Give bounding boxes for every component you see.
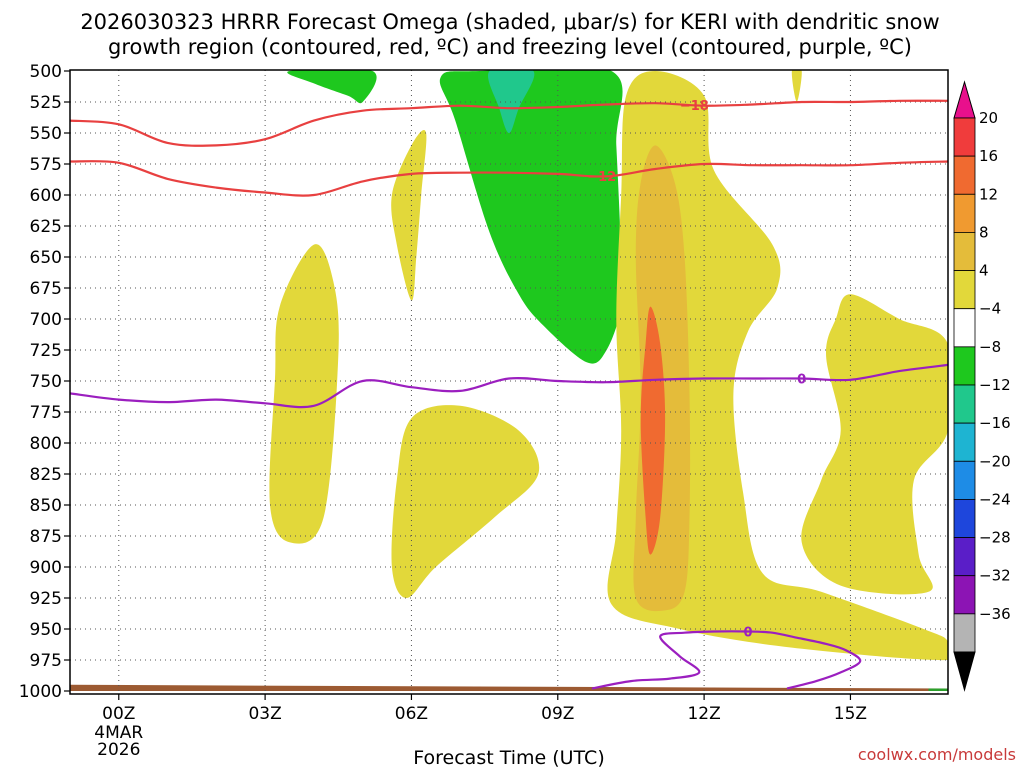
colorbar-label: 12 (979, 185, 998, 203)
y-tick-label-600: 600 (30, 186, 62, 206)
grid-lines (70, 70, 948, 694)
colorbar-label: −20 (979, 452, 1011, 470)
colorbar-label: 8 (979, 223, 989, 241)
y-tick-label-675: 675 (30, 279, 62, 299)
dgz-contour-1 (70, 99, 948, 147)
colorbar-band-10 (953, 460, 976, 500)
x-tick-label-09Z: 09Z (541, 704, 574, 724)
plot-frame (69, 69, 949, 695)
ascent-green-top-left (287, 70, 377, 104)
colorbar-label: −8 (979, 338, 1001, 356)
y-tick-label-925: 925 (30, 589, 62, 609)
y-axis: 500 525 550 575 600 625 650 675 700 725 750 775 800 8… (19, 62, 70, 702)
colorbar-band-13 (953, 575, 976, 615)
ascent-teal-core (488, 70, 535, 133)
dgz-contour-2 (70, 160, 948, 197)
y-tick-label-625: 625 (30, 217, 62, 237)
y-tick-label-1000: 1000 (19, 682, 62, 702)
y-tick-label-700: 700 (30, 310, 62, 330)
y-tick-label-875: 875 (30, 527, 62, 547)
colorbar-label: −28 (979, 529, 1011, 547)
colorbar-label: −24 (979, 490, 1011, 508)
chart-title-line-2: growth region (contoured, red, ºC) and f… (108, 35, 912, 59)
credit-text: coolwx.com/models (858, 745, 1016, 764)
y-tick-label-825: 825 (30, 465, 62, 485)
colorbar-band-1 (953, 117, 976, 157)
y-tick-label-650: 650 (30, 248, 62, 268)
terrain-surface (70, 684, 948, 691)
colorbar-band-5 (953, 270, 976, 310)
colorbar-band-7 (953, 346, 976, 386)
colorbar-label: 16 (979, 147, 998, 165)
x-tick-label-12Z: 12Z (687, 704, 720, 724)
colorbar-label: −16 (979, 414, 1011, 432)
y-tick-label-725: 725 (30, 341, 62, 361)
descent-yellow-main (607, 71, 948, 661)
colorbar-label: −4 (979, 300, 1001, 318)
colorbar-band-6 (953, 308, 976, 348)
descent-orange-core (640, 306, 666, 555)
x-tick-label-00Z: 00Z (102, 704, 135, 724)
x-tick-year: 2026 (97, 740, 140, 760)
colorbar: 20 16 12 8 4 −4 −8 −12 −16 −20 −24 −28 −32 −36 (953, 80, 1011, 692)
colorbar-label: −36 (979, 605, 1011, 623)
temperature-contours: −18 −12 0 0 (70, 99, 948, 690)
x-tick-label-15Z: 15Z (834, 704, 867, 724)
y-tick-label-750: 750 (30, 372, 62, 392)
colorbar-band-11 (953, 499, 976, 538)
colorbar-band-12 (953, 537, 976, 577)
x-tick-label-06Z: 06Z (395, 704, 428, 724)
ascent-green-main (439, 70, 623, 364)
y-tick-label-525: 525 (30, 93, 62, 113)
colorbar-band-9 (953, 422, 976, 462)
dgz-contour-1-label: −18 (680, 99, 709, 114)
colorbar-label: −32 (979, 567, 1011, 585)
y-tick-label-975: 975 (30, 651, 62, 671)
terrain-green-edge (928, 688, 948, 691)
chart-title-line-1: 2026030323 HRRR Forecast Omega (shaded, … (80, 10, 939, 34)
colorbar-label: −12 (979, 376, 1011, 394)
descent-yellow-thin-06z (391, 129, 427, 301)
colorbar-band-8 (953, 384, 976, 424)
y-tick-label-775: 775 (30, 403, 62, 423)
y-tick-label-800: 800 (30, 434, 62, 454)
colorbar-bottom-arrow (953, 651, 976, 692)
omega-shading (70, 70, 948, 691)
colorbar-label: 4 (979, 262, 989, 280)
x-tick-label-03Z: 03Z (248, 704, 281, 724)
y-tick-label-550: 550 (30, 124, 62, 144)
descent-yellow-speck (791, 70, 802, 102)
colorbar-band-4 (953, 232, 976, 271)
y-tick-label-500: 500 (30, 62, 62, 82)
descent-yellow-right (801, 294, 948, 595)
colorbar-band-14 (953, 613, 976, 653)
freezing-level-label: 0 (797, 373, 806, 388)
colorbar-band-3 (953, 193, 976, 233)
y-tick-label-575: 575 (30, 155, 62, 175)
descent-yellow-03z (269, 244, 339, 544)
descent-yellow-06z-low (391, 405, 540, 598)
y-tick-label-900: 900 (30, 558, 62, 578)
x-tick-date: 4MAR (94, 723, 143, 743)
freezing-level-lower-label: 0 (743, 625, 752, 640)
y-tick-label-850: 850 (30, 496, 62, 516)
y-tick-label-950: 950 (30, 620, 62, 640)
colorbar-label: 20 (979, 109, 998, 127)
colorbar-top-arrow (953, 80, 976, 119)
freezing-level-contour (70, 363, 948, 409)
x-axis-title: Forecast Time (UTC) (413, 747, 604, 768)
freezing-level-lower-contour (591, 630, 862, 690)
dgz-contour-2-label: −12 (587, 170, 616, 185)
colorbar-band-2 (953, 155, 976, 195)
